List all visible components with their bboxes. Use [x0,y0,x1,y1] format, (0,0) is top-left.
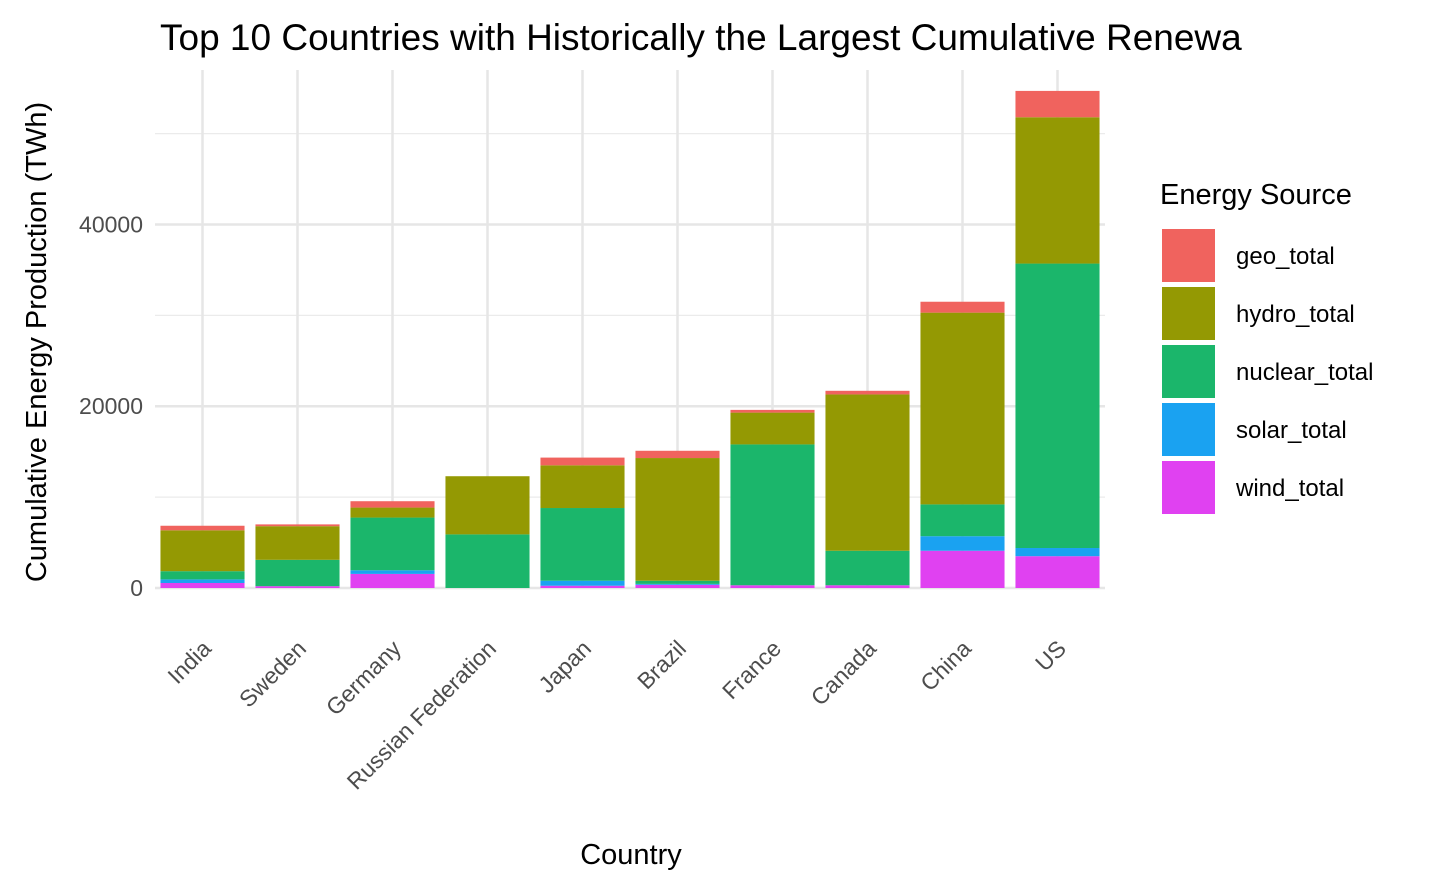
bar-segment-hydro_total [635,458,720,581]
legend: Energy Source geo_total hydro_totalnuclea… [1160,179,1373,514]
legend-label: solar_total [1236,417,1347,444]
x-axis-title: Country [580,839,682,871]
bar-segment-nuclear_total [255,559,340,587]
x-tick-label: Japan [533,635,596,698]
bar-segment-wind_total [1015,556,1100,588]
bar-segment-geo_total [540,457,625,466]
bar-segment-nuclear_total [1015,263,1100,549]
x-tick-label: China [915,635,976,696]
bar-segment-solar_total [160,579,245,584]
bar-segment-hydro_total [920,312,1005,505]
bar-segment-hydro_total [160,530,245,572]
bar-segment-wind_total [635,584,720,588]
bar-segment-nuclear_total [540,508,625,581]
bar-segment-geo_total [920,301,1005,313]
bar-segment-hydro_total [730,412,815,445]
legend-key-wind_total [1162,461,1215,514]
bar-segment-hydro_total [350,507,435,518]
bar-segment-nuclear_total [350,517,435,571]
legend-key-nuclear_total [1162,345,1215,398]
bar-segment-geo_total [160,525,245,531]
legend-label: geo_total [1236,243,1335,270]
bar-segment-hydro_total [445,476,530,535]
bar-segment-geo_total [825,390,910,395]
bar-segment-solar_total [635,583,720,585]
bar-segment-wind_total [730,585,815,588]
y-tick-label: 20000 [79,393,143,419]
bar-segment-wind_total [160,583,245,588]
bar-segment-hydro_total [255,526,340,560]
legend-label: nuclear_total [1236,359,1373,386]
bar-segment-hydro_total [540,465,625,509]
y-tick-label: 40000 [79,211,143,237]
y-axis-title: Cumulative Energy Production (TWh) [21,102,53,582]
legend-title: Energy Source [1160,179,1352,211]
bar-segment-nuclear_total [825,550,910,586]
bar-segment-wind_total [255,586,340,588]
bar-segment-nuclear_total [445,534,530,588]
bar-segment-geo_total [635,450,720,459]
x-tick-label: Brazil [632,635,691,694]
legend-key-geo_total [1162,229,1215,282]
legend-key-solar_total [1162,403,1215,456]
bar-segment-hydro_total [825,394,910,551]
bar-segment-geo_total [255,524,340,527]
bars [160,90,1100,588]
x-tick-label: US [1030,635,1071,676]
bar-segment-solar_total [540,580,625,586]
legend-label: hydro_total [1236,301,1355,328]
y-tick-label: 0 [130,575,143,601]
bar-segment-hydro_total [1015,117,1100,264]
x-tick-label: Germany [321,635,407,721]
x-tick-label: Sweden [234,635,311,712]
bar-segment-solar_total [1015,548,1100,557]
bar-segment-nuclear_total [920,504,1005,537]
legend-key-hydro_total [1162,287,1215,340]
bar-segment-wind_total [350,573,435,588]
bar-segment-wind_total [540,585,625,588]
bar-segment-solar_total [350,570,435,574]
legend-label: wind_total [1235,475,1344,502]
bar-segment-geo_total [350,501,435,508]
bar-segment-geo_total [730,409,815,413]
bar-segment-wind_total [920,550,1005,588]
x-tick-label: France [717,635,786,704]
bar-segment-wind_total [825,585,910,588]
bar-segment-geo_total [1015,90,1100,118]
x-tick-label: Canada [806,635,882,711]
bar-segment-nuclear_total [635,580,720,584]
x-tick-label: India [162,635,216,689]
bar-segment-nuclear_total [160,571,245,580]
chart-title: Top 10 Countries with Historically the L… [160,17,1242,58]
bar-segment-solar_total [920,536,1005,551]
bar-segment-nuclear_total [730,444,815,586]
